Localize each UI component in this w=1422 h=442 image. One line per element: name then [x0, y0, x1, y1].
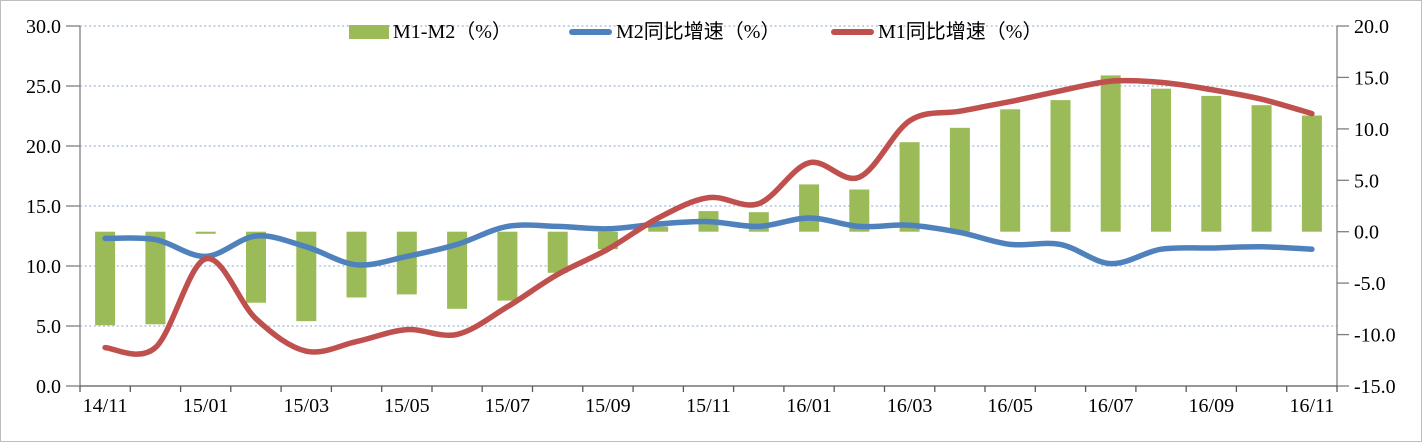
bar-m1-minus-m2	[648, 226, 669, 232]
bar-m1-minus-m2	[1201, 95, 1222, 232]
x-axis-label: 16/01	[786, 395, 832, 417]
bar-m1-minus-m2	[145, 231, 166, 325]
legend-label-m2-yoy: M2同比增速（%）	[616, 21, 781, 43]
legend-item-m1-yoy: M1同比增速（%）	[831, 21, 1042, 43]
x-axis-label: 15/01	[183, 395, 229, 417]
y-axis-label-left: 15.0	[26, 196, 61, 218]
y-axis-label-right: 10.0	[1354, 119, 1389, 141]
bar-m1-minus-m2	[949, 127, 970, 232]
x-axis-label: 15/03	[284, 395, 330, 417]
y-axis-label-right: 20.0	[1354, 16, 1389, 38]
x-axis-label: 16/07	[1088, 395, 1134, 417]
bar-m1-minus-m2	[547, 231, 568, 273]
y-axis-label-right: -5.0	[1354, 273, 1386, 295]
y-axis-label-left: 5.0	[36, 316, 61, 338]
bar-m1-minus-m2	[849, 189, 870, 232]
y-axis-label-left: 20.0	[26, 136, 61, 158]
y-axis-label-left: 30.0	[26, 16, 61, 38]
y-axis-label-right: 15.0	[1354, 67, 1389, 89]
line-m2-yoy	[102, 215, 1315, 268]
x-axis-label: 15/09	[585, 395, 631, 417]
y-axis-label-right: -10.0	[1354, 325, 1396, 347]
bar-m1-minus-m2	[1301, 115, 1322, 232]
bar-m1-minus-m2	[396, 231, 417, 295]
x-axis-label: 14/11	[83, 395, 128, 417]
bar-m1-minus-m2	[1050, 100, 1071, 232]
bar-m1-minus-m2	[296, 231, 317, 322]
bar-m1-minus-m2	[1251, 105, 1272, 232]
legend-label-m1-m2: M1-M2（%）	[393, 21, 512, 43]
bar-swatch-icon	[349, 25, 389, 39]
y-axis-label-right: 5.0	[1354, 170, 1379, 192]
y-axis-label-left: 10.0	[26, 256, 61, 278]
bar-m1-minus-m2	[1000, 109, 1021, 232]
bar-m1-minus-m2	[1100, 75, 1121, 232]
x-axis-label: 15/11	[686, 395, 731, 417]
bar-m1-minus-m2	[899, 142, 920, 232]
line-m1-yoy	[102, 77, 1315, 357]
line-swatch-icon	[831, 29, 874, 35]
y-axis-label-left: 25.0	[26, 76, 61, 98]
x-axis-label: 16/05	[987, 395, 1033, 417]
x-axis-label: 16/03	[887, 395, 933, 417]
x-axis-label: 16/11	[1289, 395, 1334, 417]
line-swatch-icon	[569, 29, 612, 35]
bar-m1-minus-m2	[799, 184, 820, 232]
bar-m1-minus-m2	[497, 231, 518, 301]
x-axis-label: 15/07	[485, 395, 531, 417]
legend-item-m2-yoy: M2同比增速（%）	[569, 21, 780, 43]
y-axis-label-left: 0.0	[36, 376, 61, 398]
y-axis-label-right: 0.0	[1354, 222, 1379, 244]
x-axis-label: 15/05	[384, 395, 430, 417]
y-axis-label-right: -15.0	[1354, 376, 1396, 398]
x-axis-label: 16/09	[1189, 395, 1235, 417]
bar-m1-minus-m2	[1151, 88, 1171, 232]
bar-m1-minus-m2	[195, 231, 216, 234]
legend-label-m1-yoy: M1同比增速（%）	[878, 21, 1043, 43]
bar-m1-minus-m2	[246, 231, 266, 303]
legend-item-m1-m2: M1-M2（%）	[349, 21, 512, 43]
bar-m1-minus-m2	[447, 231, 468, 309]
bar-m1-minus-m2	[95, 231, 116, 326]
